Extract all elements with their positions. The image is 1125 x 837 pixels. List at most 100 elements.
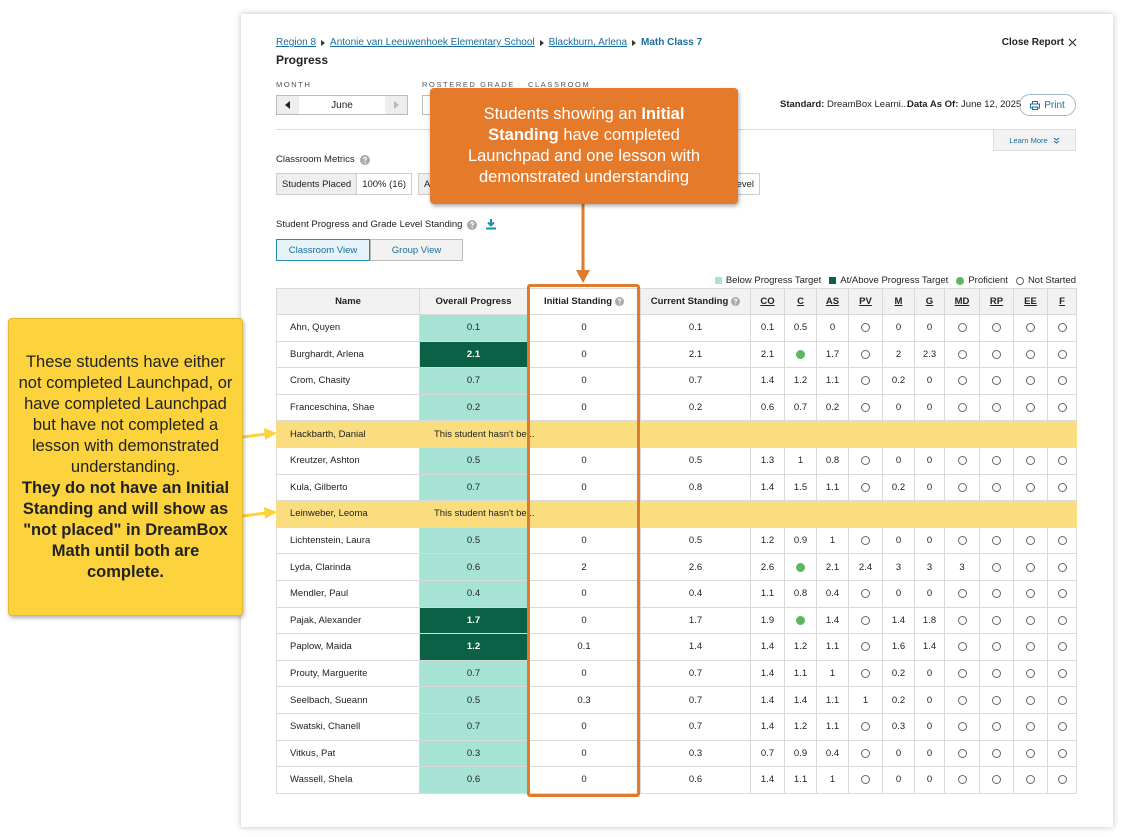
column-header-text[interactable]: CO xyxy=(760,296,775,307)
close-label[interactable]: Close Report xyxy=(1001,37,1064,48)
domain-score: 1.6 xyxy=(882,633,915,661)
not-placed-callout: These students have either not completed… xyxy=(8,318,243,616)
arrow xyxy=(242,432,267,439)
domain-status xyxy=(848,606,883,635)
initial-standing: 0 xyxy=(527,739,641,768)
column-header-text[interactable]: M xyxy=(894,296,903,307)
column-header[interactable]: MD xyxy=(944,288,980,315)
metric-label: Students Placed xyxy=(277,174,358,194)
not-started-icon xyxy=(957,748,967,758)
column-header: Initial Standing xyxy=(527,288,641,315)
student-row: Crom, Chasity 0.7 0 0.7 1.4 1.2 1.1 0.2 0 xyxy=(276,367,1077,395)
print-button[interactable]: Print xyxy=(1019,94,1076,116)
callout-text-bold: Initial Standing xyxy=(488,105,685,144)
column-header[interactable]: G xyxy=(914,288,945,315)
month-value[interactable]: June xyxy=(331,99,353,111)
print-icon xyxy=(1030,100,1041,110)
column-header-text[interactable]: C xyxy=(797,296,804,307)
learn-more[interactable]: Learn More xyxy=(993,129,1076,151)
not-started-icon xyxy=(957,376,967,386)
domain-score: 0.5 xyxy=(784,314,817,342)
crumb-link[interactable]: Antonie van Leeuwenhoek Elementary Schoo… xyxy=(330,37,535,48)
tab[interactable]: Classroom View xyxy=(276,239,370,261)
domain-score: 1.2 xyxy=(750,526,785,555)
column-header[interactable]: PV xyxy=(848,288,883,315)
domain-status xyxy=(944,340,980,369)
current-standing: 1.4 xyxy=(640,633,751,661)
not-started-icon xyxy=(992,695,1001,705)
legend-dot xyxy=(1015,276,1024,285)
column-header-text[interactable]: AS xyxy=(825,296,840,307)
column-header-text[interactable]: F xyxy=(1059,296,1065,307)
domain-score: 1.4 xyxy=(750,766,785,794)
download-icon[interactable] xyxy=(485,219,497,230)
callout-text: These students have either not completed… xyxy=(18,352,233,476)
initial-standing: 0 xyxy=(527,659,641,688)
column-header[interactable]: F xyxy=(1047,288,1077,315)
standard-label: Standard: xyxy=(780,99,825,110)
proficient-icon xyxy=(796,349,805,359)
domain-status xyxy=(979,393,1014,422)
not-started-icon xyxy=(1026,536,1035,546)
print-label[interactable]: Print xyxy=(1044,99,1065,111)
not-started-icon xyxy=(1057,562,1067,572)
legend-item: Below Progress Target xyxy=(714,275,821,286)
not-started-icon xyxy=(1026,615,1035,625)
help-icon[interactable] xyxy=(359,154,370,165)
help-icon[interactable] xyxy=(467,219,478,230)
close-report[interactable]: Close Report xyxy=(1002,37,1077,48)
callout-text: Students showing an Initial Standing hav… xyxy=(448,104,720,188)
initial-standing: 0.1 xyxy=(527,633,641,661)
callout-text-part: have completed Launchpad and one lesson … xyxy=(467,126,701,186)
not-started-icon xyxy=(957,536,967,546)
separator xyxy=(632,39,637,46)
not-started-icon xyxy=(861,642,870,652)
not-started-icon xyxy=(1057,456,1067,466)
domain-score: 0 xyxy=(882,314,915,342)
learn-more-label[interactable]: Learn More xyxy=(1009,135,1048,145)
crumb-link[interactable]: Region 8 xyxy=(276,37,317,48)
column-header-text[interactable]: G xyxy=(925,296,934,307)
not-started-icon xyxy=(861,349,870,359)
tab[interactable]: Group View xyxy=(370,239,463,261)
domain-status xyxy=(1047,553,1077,581)
domain-score: 1.2 xyxy=(784,633,817,661)
column-header-text[interactable]: EE xyxy=(1024,296,1037,307)
help-icon[interactable] xyxy=(731,296,741,306)
column-header-text[interactable]: PV xyxy=(859,296,872,307)
legend-item: At/Above Progress Target xyxy=(829,275,948,286)
domain-score: 0.9 xyxy=(784,739,817,768)
prev-month[interactable] xyxy=(277,96,299,114)
not-started-icon xyxy=(992,536,1001,546)
column-header[interactable]: RP xyxy=(979,288,1014,315)
not-started-icon xyxy=(992,615,1001,625)
metric-value: 100% (16) xyxy=(362,178,407,190)
column-header-text: Overall Progress xyxy=(435,296,512,307)
not-started-icon xyxy=(992,642,1001,652)
column-header[interactable]: M xyxy=(882,288,915,315)
month-select[interactable]: June xyxy=(276,95,408,115)
not-started-icon xyxy=(861,323,870,333)
domain-status xyxy=(979,712,1014,741)
not-started-icon xyxy=(992,376,1001,386)
proficient-icon xyxy=(796,562,805,572)
help-icon[interactable] xyxy=(615,296,625,306)
not-started-icon xyxy=(1026,376,1035,386)
column-header-text[interactable]: RP xyxy=(989,296,1004,307)
column-header[interactable]: C xyxy=(784,288,817,315)
callout-text-part: Students showing an xyxy=(483,105,642,123)
initial-standing: 0 xyxy=(527,712,641,741)
student-row: Wassell, Shela 0.6 0 0.6 1.4 1.1 1 0 0 xyxy=(276,766,1077,794)
column-header[interactable]: CO xyxy=(750,288,785,315)
close-icon[interactable] xyxy=(1068,38,1077,47)
crumb-link[interactable]: Blackburn, Arlena xyxy=(548,37,628,48)
next-month[interactable] xyxy=(385,96,407,114)
not-started-icon xyxy=(1057,349,1067,359)
data-as-of-value: June 12, 2025 xyxy=(961,99,1022,110)
domain-status xyxy=(848,367,883,395)
filter-label: MONTH xyxy=(276,80,312,89)
column-header-text[interactable]: MD xyxy=(954,296,970,307)
domain-score: 0 xyxy=(914,314,945,342)
domain-status xyxy=(848,712,883,741)
not-started-icon xyxy=(957,589,967,599)
